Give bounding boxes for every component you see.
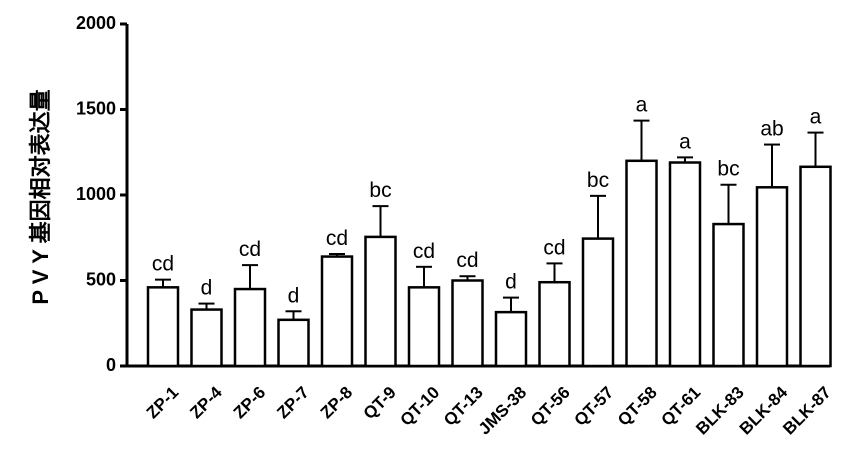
bar xyxy=(712,222,745,368)
bar xyxy=(451,279,484,368)
bar xyxy=(581,237,615,368)
category-label: BLK-83 xyxy=(692,383,748,439)
y-axis-title: P V Y 基因相对表达量 xyxy=(28,89,53,304)
bar xyxy=(320,255,354,368)
y-tick-label: 0 xyxy=(106,355,116,375)
bar xyxy=(538,280,571,368)
significance-label: bc xyxy=(587,169,609,192)
bar xyxy=(755,186,789,368)
significance-label: ab xyxy=(760,118,783,141)
bar xyxy=(407,286,441,368)
significance-label: cd xyxy=(543,236,565,259)
significance-label: cd xyxy=(239,238,261,261)
category-label: JMS-38 xyxy=(475,383,531,439)
y-tick-label: 1500 xyxy=(76,98,116,118)
significance-label: d xyxy=(505,271,517,294)
category-label: QT-9 xyxy=(360,383,400,423)
bar xyxy=(190,308,223,368)
significance-label: cd xyxy=(413,240,435,263)
significance-label: d xyxy=(288,284,300,307)
category-label: QT-10 xyxy=(396,383,443,430)
bar xyxy=(146,286,180,368)
category-label: BLK-87 xyxy=(779,383,835,439)
y-ticks: 0 500 1000 1500 2000 xyxy=(76,13,127,375)
bar xyxy=(494,310,528,368)
bar xyxy=(277,318,310,368)
significance-label: a xyxy=(679,130,691,153)
bar xyxy=(668,161,702,368)
error-bars xyxy=(155,119,824,320)
significance-label: cd xyxy=(456,249,478,272)
category-label: ZP-4 xyxy=(186,382,226,422)
bar xyxy=(364,235,397,368)
bar xyxy=(233,287,267,368)
category-label: ZP-8 xyxy=(317,383,356,422)
category-label: QT-57 xyxy=(570,383,617,430)
y-tick-label: 2000 xyxy=(76,13,116,33)
y-tick-label: 500 xyxy=(86,269,116,289)
y-tick-label: 1000 xyxy=(76,184,116,204)
significance-label: bc xyxy=(369,179,391,202)
significance-label: bc xyxy=(717,158,739,181)
bar xyxy=(625,159,658,368)
category-label: ZP-7 xyxy=(273,383,312,422)
significance-label: d xyxy=(201,277,213,300)
significance-label: a xyxy=(636,94,648,117)
significance-label: cd xyxy=(326,227,348,250)
category-label: ZP-6 xyxy=(230,383,269,422)
category-label: ZP-1 xyxy=(143,383,182,422)
bar xyxy=(799,165,832,368)
category-label: QT-58 xyxy=(614,383,661,430)
significance-label: cd xyxy=(152,253,174,276)
category-labels: ZP-1 ZP-4 ZP-6 ZP-7 ZP-8 QT-9QT-10QT-13JMS-38… xyxy=(143,382,835,438)
significance-label: a xyxy=(810,106,822,129)
category-label: QT-56 xyxy=(527,383,574,430)
bars xyxy=(146,159,832,368)
